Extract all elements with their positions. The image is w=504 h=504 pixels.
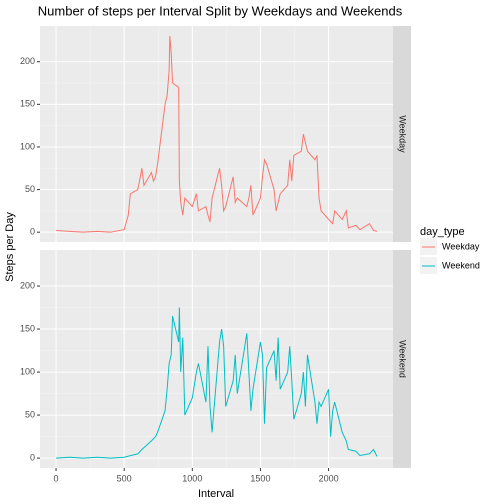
- y-tick-label: 100: [20, 366, 35, 376]
- y-tick-label: 150: [20, 323, 35, 333]
- panel-background: [40, 250, 393, 468]
- series-line: [56, 307, 378, 459]
- facet-strip-label: Weekday: [398, 115, 408, 153]
- y-tick-label: 200: [20, 280, 35, 290]
- y-tick-label: 50: [25, 409, 35, 419]
- y-tick-label: 50: [25, 184, 35, 194]
- chart-title: Number of steps per Interval Split by We…: [38, 3, 403, 18]
- y-tick-label: 0: [30, 452, 35, 462]
- legend-label: Weekday: [442, 241, 480, 251]
- x-tick-label: 500: [117, 473, 132, 483]
- x-tick-label: 1000: [182, 473, 202, 483]
- legend-label: Weekend: [442, 260, 480, 270]
- facet-strip: [393, 250, 411, 468]
- facet-strip-label: Weekend: [398, 340, 408, 378]
- x-tick-label: 0: [54, 473, 59, 483]
- panel-background: [40, 26, 393, 242]
- y-axis-label: Steps per Day: [4, 212, 16, 282]
- x-tick-label: 2000: [319, 473, 339, 483]
- y-tick-label: 200: [20, 56, 35, 66]
- x-axis-label: Interval: [198, 488, 234, 500]
- y-tick-label: 150: [20, 99, 35, 109]
- y-tick-label: 0: [30, 227, 35, 237]
- x-tick-label: 1500: [250, 473, 270, 483]
- y-tick-label: 100: [20, 141, 35, 151]
- facet-strip: [393, 26, 411, 242]
- series-line: [56, 36, 378, 233]
- legend-title: day_type: [420, 226, 465, 238]
